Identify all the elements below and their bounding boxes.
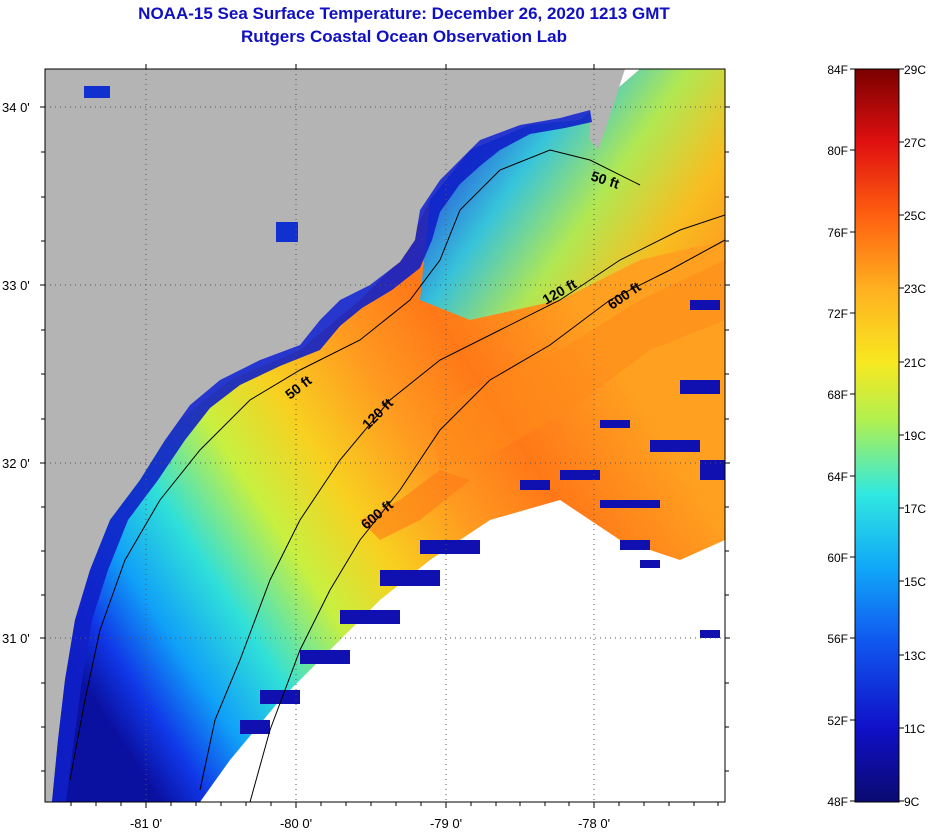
colorbar-f-label: 80F (827, 144, 848, 158)
map-subtitle: Rutgers Coastal Ocean Observation Lab (241, 27, 567, 46)
graticule (45, 69, 725, 802)
colorbar-f-label: 60F (827, 551, 848, 565)
isobath-600ft (249, 239, 725, 802)
colorbar-c-label: 11C (904, 722, 925, 736)
map-area (45, 69, 725, 802)
colorbar-c-label: 19C (904, 429, 926, 443)
colorbar-ticks (850, 68, 904, 802)
isobath-120ft (199, 214, 725, 791)
colorbar-c-label: 17C (904, 502, 926, 516)
warm-core-2 (360, 470, 470, 540)
colorbar-c-label: 27C (904, 136, 926, 150)
colorbar-f-label: 48F (827, 795, 848, 809)
inland-lake (276, 222, 298, 242)
colorbar-f-label: 64F (827, 470, 848, 484)
colorbar-c-label: 21C (904, 356, 926, 370)
lon-label: -79 0' (430, 816, 462, 831)
axis-ticks (40, 64, 730, 808)
warm-core (430, 260, 725, 470)
sst-field-north (420, 69, 725, 320)
lon-label: -78 0' (578, 816, 610, 831)
lat-label: 33 0' (2, 278, 30, 293)
lon-label: -80 0' (280, 816, 312, 831)
inland-lake (84, 86, 110, 98)
offshore-cold-pixels (240, 300, 725, 734)
colorbar-f-label: 68F (827, 388, 848, 402)
colorbar (854, 68, 900, 803)
colorbar-f-label: 56F (827, 632, 848, 646)
lat-label: 31 0' (2, 631, 30, 646)
land-cape (590, 69, 625, 150)
colorbar-c-label: 13C (904, 649, 926, 663)
colorbar-f-label: 72F (827, 307, 848, 321)
colorbar-c-label: 29C (904, 63, 926, 77)
lat-label: 32 0' (2, 456, 30, 471)
map-frame (44, 68, 726, 803)
colorbar-c-label: 9C (904, 795, 920, 809)
lat-label: 34 0' (2, 100, 30, 115)
isobath-50ft (69, 149, 641, 781)
colorbar-f-label: 52F (827, 714, 848, 728)
colorbar-c-label: 23C (904, 282, 926, 296)
colorbar-c-label: 15C (904, 575, 926, 589)
coastal-dark-band (52, 110, 592, 802)
map-title: NOAA-15 Sea Surface Temperature: Decembe… (138, 4, 670, 23)
colorbar-f-label: 76F (827, 226, 848, 240)
colorbar-c-label: 25C (904, 209, 926, 223)
land-mass (45, 69, 590, 802)
lon-label: -81 0' (130, 816, 162, 831)
colorbar-f-label: 84F (827, 63, 848, 77)
